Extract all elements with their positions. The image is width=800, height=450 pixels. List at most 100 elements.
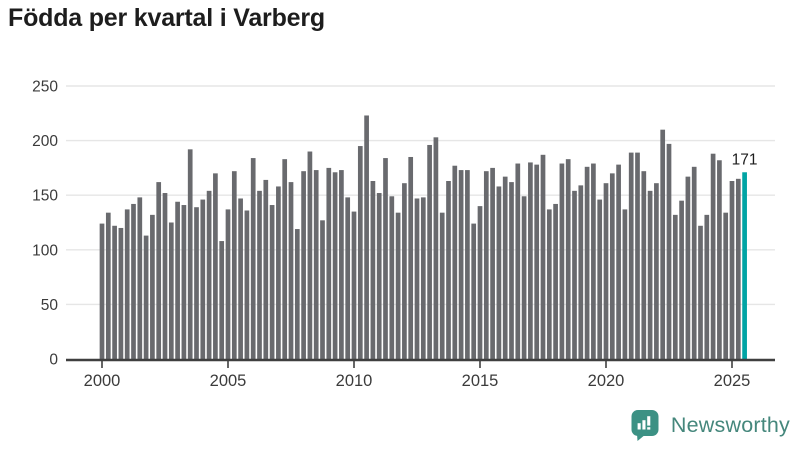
bar [414, 198, 420, 359]
x-axis-tick-label: 2000 [84, 372, 121, 390]
bar [276, 186, 281, 359]
bar [477, 206, 483, 359]
y-axis-tick-label: 100 [32, 242, 58, 259]
bar [578, 185, 584, 359]
bar [250, 158, 256, 359]
bar [471, 223, 477, 359]
bar [704, 214, 710, 359]
bar [540, 154, 546, 359]
bar-highlighted [742, 172, 747, 359]
bar [603, 183, 609, 359]
chart-title: Födda per kvartal i Varberg [8, 4, 325, 32]
bar [427, 144, 432, 359]
bar [452, 165, 458, 359]
bar [735, 178, 741, 359]
bar [370, 181, 376, 359]
bar [244, 210, 250, 359]
bar [402, 183, 407, 359]
bar [137, 197, 143, 359]
x-axis-tick-label: 2005 [210, 372, 247, 390]
bar [609, 173, 615, 359]
x-axis-tick-label: 2015 [462, 372, 499, 390]
bar [679, 200, 684, 359]
bar [187, 149, 193, 359]
bar [420, 197, 426, 359]
bar [622, 209, 628, 359]
x-axis-tick-label: 2020 [588, 372, 625, 390]
bar [710, 153, 716, 359]
bar [660, 129, 666, 359]
newsworthy-wordmark: Newsworthy [670, 413, 790, 437]
bar [162, 193, 168, 359]
x-axis-tick-label: 2010 [336, 372, 373, 390]
bar [553, 203, 558, 359]
bar [326, 167, 332, 359]
bar [194, 207, 199, 359]
bar [282, 159, 288, 359]
bar [383, 158, 388, 359]
bar [597, 199, 603, 359]
bar [124, 209, 130, 359]
bar [647, 190, 653, 359]
y-axis-tick-label: 250 [32, 79, 58, 96]
bar [150, 214, 155, 359]
bar [446, 181, 451, 359]
bar [313, 170, 319, 359]
bar [364, 115, 369, 359]
bar [320, 220, 325, 359]
bar [729, 181, 735, 359]
bar [458, 170, 464, 359]
bar [339, 170, 344, 359]
bar [376, 193, 382, 359]
bar [156, 182, 162, 359]
bar [654, 183, 659, 359]
bar [723, 212, 729, 359]
bar [628, 152, 634, 359]
bar [572, 190, 577, 359]
y-axis-tick-label: 0 [49, 352, 58, 369]
bar [257, 190, 262, 359]
bar [219, 241, 225, 359]
bar [433, 137, 439, 359]
bar [672, 214, 678, 359]
bar [408, 156, 414, 359]
bar [99, 223, 105, 359]
highlight-value-label: 171 [732, 151, 758, 168]
bar [181, 205, 187, 359]
bar [213, 173, 218, 359]
bar [685, 176, 691, 359]
bar [515, 163, 521, 359]
bar [528, 162, 533, 359]
bar [502, 176, 508, 359]
bar [263, 179, 269, 359]
newsworthy-chart-bubble-icon [631, 410, 659, 441]
bar [332, 172, 338, 359]
bar [691, 166, 697, 359]
newsworthy-logo: Newsworthy [630, 409, 790, 442]
bar [698, 225, 703, 359]
bar [521, 196, 527, 359]
x-axis-tick-label: 2025 [714, 372, 751, 390]
bar [717, 160, 722, 359]
bar [307, 151, 313, 359]
bar [294, 229, 300, 359]
bar [666, 143, 672, 359]
bar [112, 225, 117, 359]
bar [465, 170, 470, 359]
bar [565, 159, 571, 359]
bar [168, 222, 174, 359]
bar [496, 186, 502, 359]
bar [351, 211, 357, 359]
bar [238, 198, 243, 359]
bar [584, 166, 590, 359]
bar [231, 171, 237, 359]
bar [143, 235, 149, 359]
bar [509, 182, 514, 359]
bar [483, 171, 489, 359]
bar [534, 164, 540, 359]
bar [200, 199, 206, 359]
bar [345, 197, 351, 359]
bar [301, 171, 306, 359]
